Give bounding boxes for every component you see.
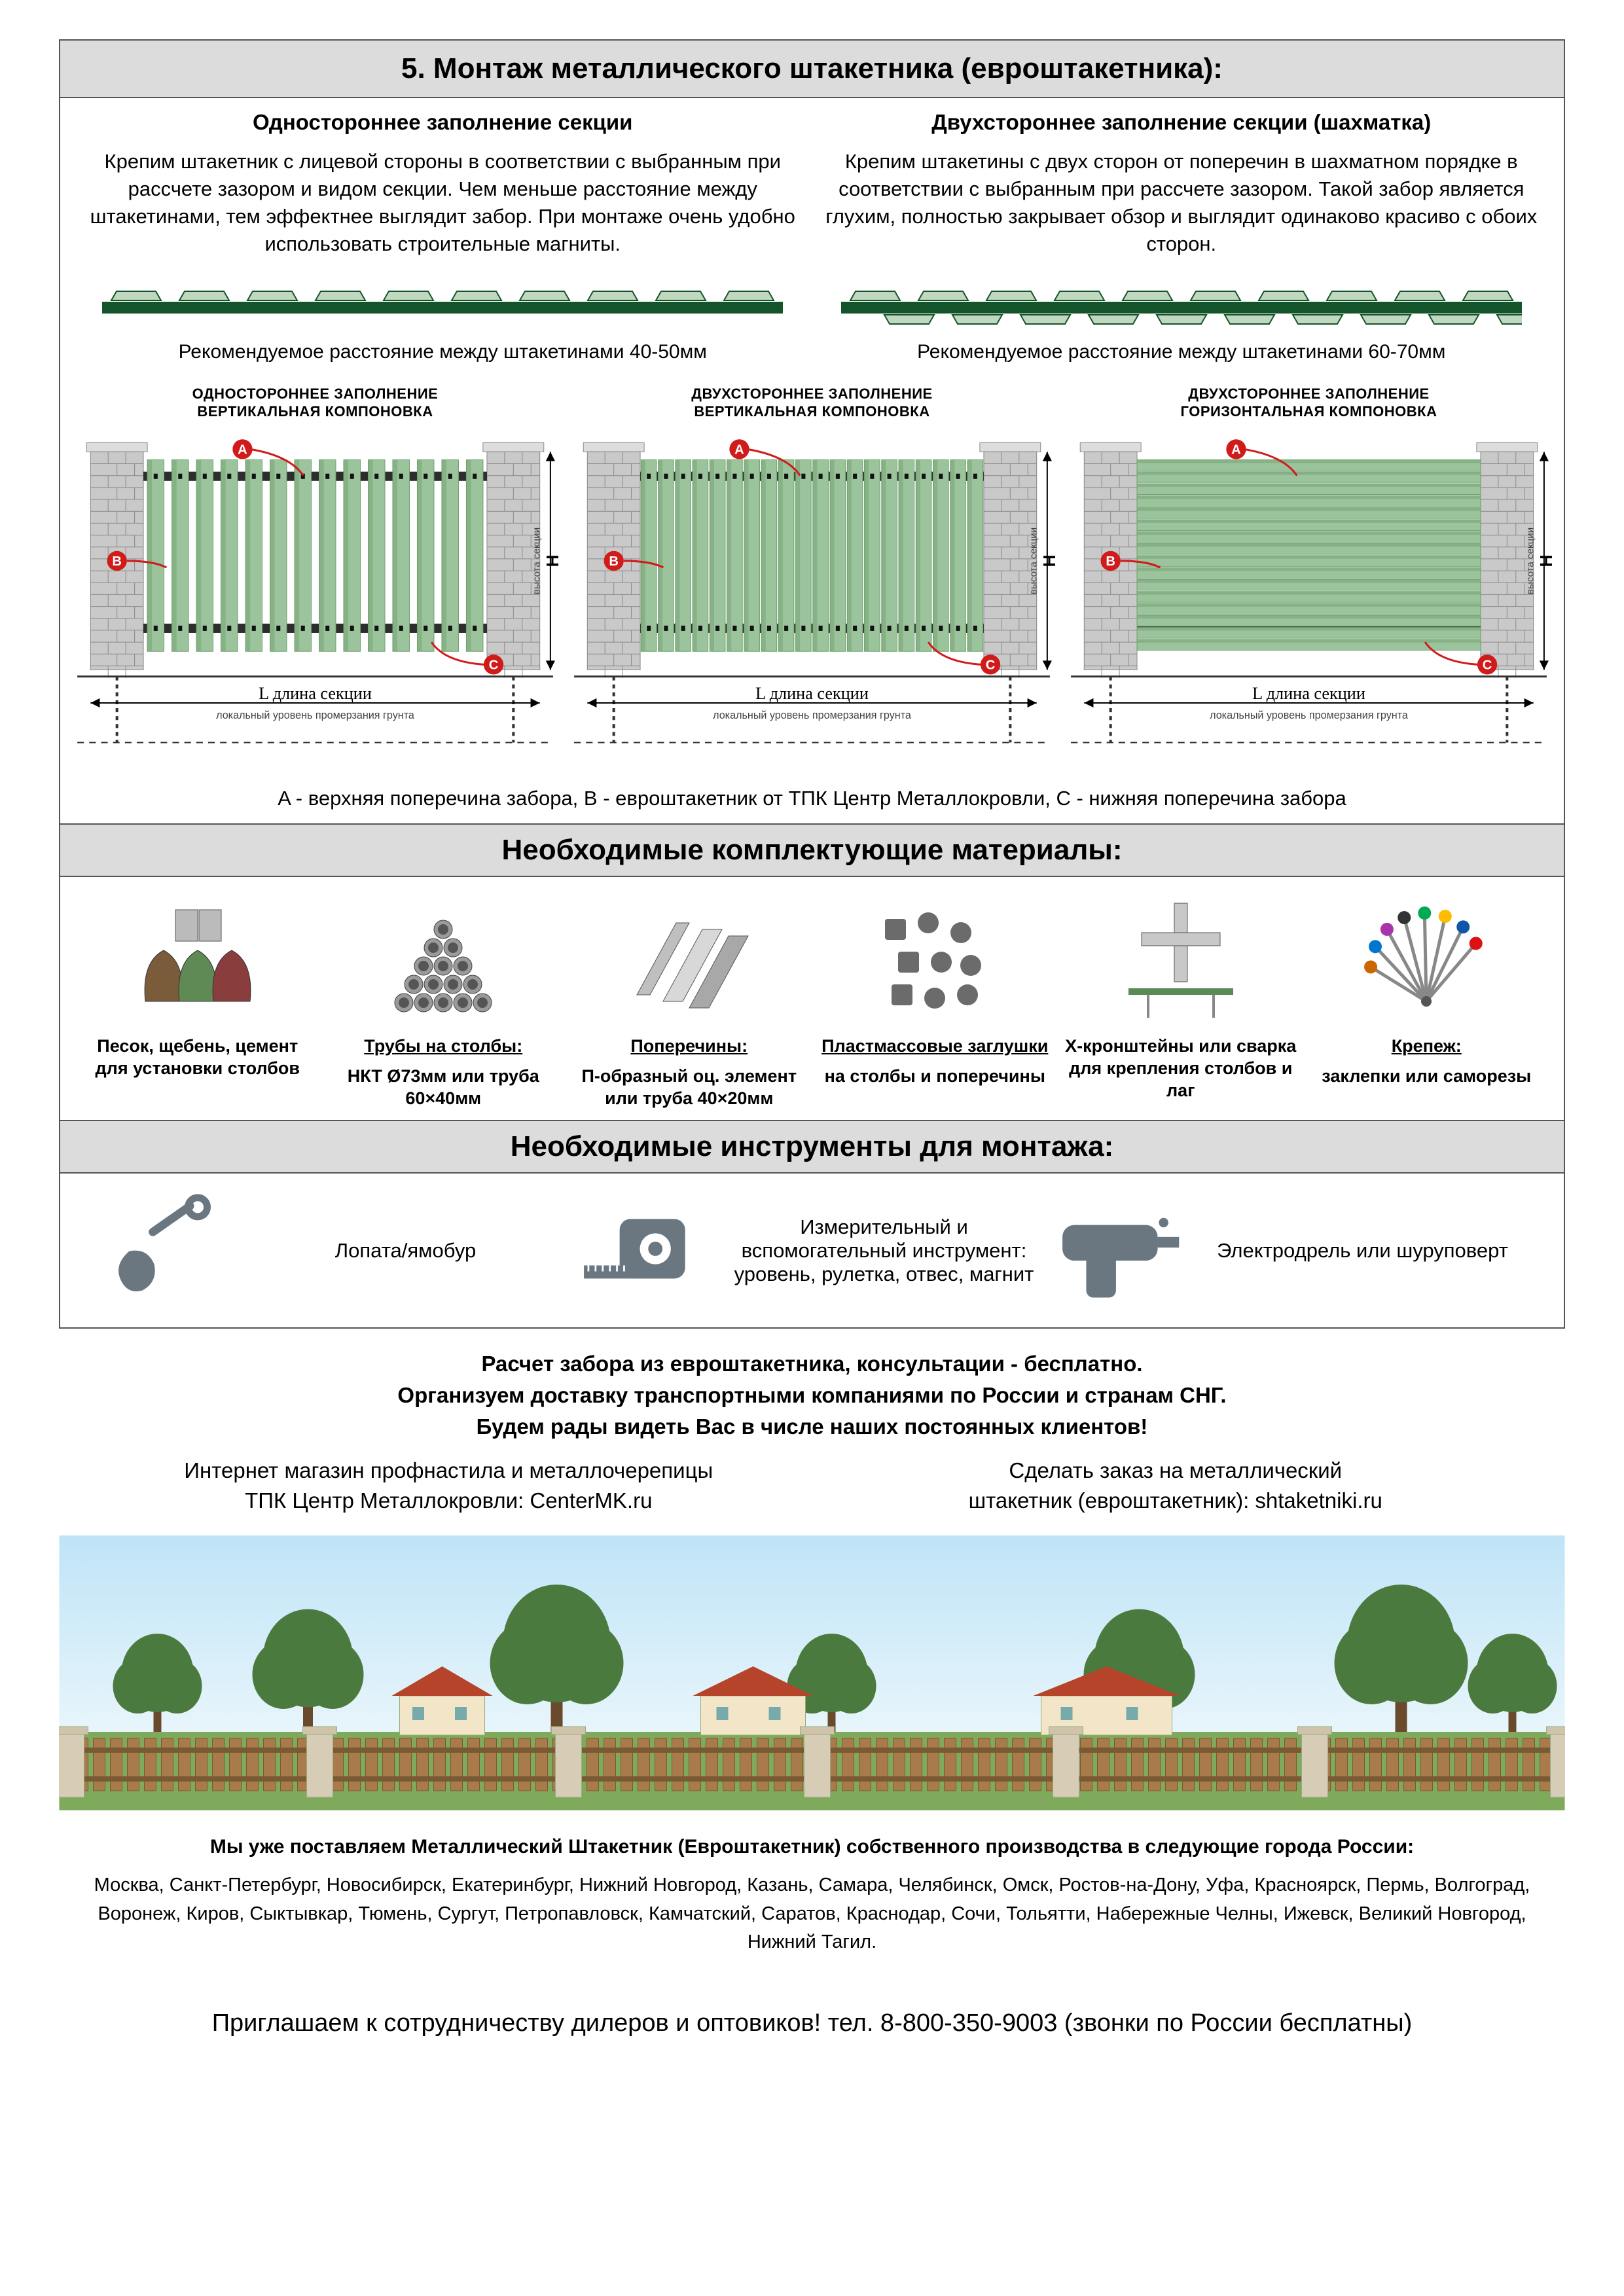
left-rec: Рекомендуемое расстояние между штакетина…: [80, 341, 806, 363]
right-title: Двухстороннее заполнение секции (шахматк…: [819, 110, 1545, 135]
fence-diagram: ОДНОСТОРОННЕЕ ЗАПОЛНЕНИЕВЕРТИКАЛЬНАЯ КОМ…: [71, 386, 560, 772]
materials-row: Песок, щебень, цемент для установки стол…: [60, 877, 1564, 1120]
svg-text:A: A: [734, 443, 744, 457]
tool-item: Лопата/ямобур: [99, 1193, 568, 1308]
tool-icon: [99, 1193, 230, 1308]
svg-text:L длина секции: L длина секции: [755, 684, 869, 703]
material-item: X-кронштейны или сварка для крепления ст…: [1063, 897, 1299, 1102]
tool-icon: [1056, 1193, 1187, 1308]
tool-icon: [578, 1193, 709, 1308]
svg-text:C: C: [1483, 658, 1492, 673]
svg-text:A: A: [238, 443, 247, 457]
svg-text:H: H: [543, 555, 560, 567]
tools-row: Лопата/ямобур Измерительный и вспомогател…: [60, 1174, 1564, 1327]
intro-columns: Одностороннее заполнение секции Крепим ш…: [60, 98, 1564, 370]
fence-diagram: ДВУХСТОРОННЕЕ ЗАПОЛНЕНИЕГОРИЗОНТАЛЬНАЯ К…: [1064, 386, 1553, 772]
link-right: Сделать заказ на металлический штакетник…: [825, 1456, 1526, 1516]
fence-svg: L длина секции локальный уровень промерза…: [568, 425, 1056, 769]
link-left: Интернет магазин профнастила и металлоче…: [98, 1456, 799, 1516]
material-icon: [326, 897, 562, 1028]
tool-label: Измерительный и вспомогательный инструме…: [722, 1215, 1046, 1286]
material-label: заклепки или саморезы: [1309, 1066, 1545, 1088]
material-item: Трубы на столбы: НКТ Ø73мм или труба 60×4…: [326, 897, 562, 1109]
svg-text:C: C: [986, 658, 996, 673]
fence-diagram-title: ДВУХСТОРОННЕЕ ЗАПОЛНЕНИЕГОРИЗОНТАЛЬНАЯ К…: [1064, 386, 1553, 420]
svg-text:локальный уровень промерзания: локальный уровень промерзания грунта: [216, 709, 414, 721]
tool-item: Электродрель или шуруповерт: [1056, 1193, 1525, 1308]
link-text: Сделать заказ на металлический: [825, 1456, 1526, 1486]
promo-line: Организуем доставку транспортными компан…: [85, 1380, 1539, 1411]
svg-text:высота секции: высота секции: [532, 528, 543, 594]
material-label: Пластмассовые заглушки: [818, 1035, 1053, 1058]
right-rec: Рекомендуемое расстояние между штакетина…: [819, 341, 1545, 363]
svg-text:высота секции: высота секции: [1525, 528, 1536, 594]
tools-header: Необходимые инструменты для монтажа:: [60, 1120, 1564, 1174]
tool-item: Измерительный и вспомогательный инструме…: [578, 1193, 1046, 1308]
material-label: П-образный оц. элемент или труба 40×20мм: [571, 1066, 807, 1110]
material-label: Песок, щебень, цемент для установки стол…: [80, 1035, 316, 1080]
material-item: Поперечины: П-образный оц. элемент или тр…: [571, 897, 807, 1109]
link-text: штакетник (евроштакетник): shtaketniki.r…: [825, 1486, 1526, 1516]
link-text: Интернет магазин профнастила и металлоче…: [98, 1456, 799, 1486]
left-title: Одностороннее заполнение секции: [80, 110, 806, 135]
landscape-banner: [59, 1535, 1565, 1810]
link-text: ТПК Центр Металлокровли: CenterMK.ru: [98, 1486, 799, 1516]
svg-text:H: H: [1536, 555, 1553, 567]
rail-diagram-double: [841, 277, 1522, 336]
material-icon: [1309, 897, 1545, 1028]
promo-line: Расчет забора из евроштакетника, консуль…: [85, 1348, 1539, 1380]
page-title: 5. Монтаж металлического штакетника (евр…: [60, 41, 1564, 98]
svg-text:C: C: [489, 658, 499, 673]
material-item: Крепеж: заклепки или саморезы: [1309, 897, 1545, 1088]
fence-diagram-title: ОДНОСТОРОННЕЕ ЗАПОЛНЕНИЕВЕРТИКАЛЬНАЯ КОМ…: [71, 386, 560, 420]
col-left: Одностороннее заполнение секции Крепим ш…: [80, 110, 806, 363]
material-icon: [80, 897, 316, 1028]
col-right: Двухстороннее заполнение секции (шахматк…: [819, 110, 1545, 363]
svg-text:L длина секции: L длина секции: [259, 684, 372, 703]
svg-text:B: B: [1106, 554, 1115, 569]
promo-line: Будем рады видеть Вас в числе наших пост…: [85, 1411, 1539, 1443]
svg-text:H: H: [1039, 555, 1056, 567]
svg-text:локальный уровень промерзания: локальный уровень промерзания грунта: [713, 709, 911, 721]
svg-text:локальный уровень промерзания: локальный уровень промерзания грунта: [1210, 709, 1408, 721]
cities-header: Мы уже поставляем Металлический Штакетни…: [59, 1829, 1565, 1871]
right-body: Крепим штакетины с двух сторон от попере…: [819, 148, 1545, 257]
svg-text:высота секции: высота секции: [1028, 528, 1039, 594]
material-label: X-кронштейны или сварка для крепления ст…: [1063, 1035, 1299, 1102]
rail-diagram-single: [102, 277, 783, 336]
material-item: Пластмассовые заглушки на столбы и попере…: [818, 897, 1053, 1088]
tool-label: Лопата/ямобур: [244, 1239, 568, 1263]
promo-block: Расчет забора из евроштакетника, консуль…: [59, 1329, 1565, 1456]
materials-header: Необходимые комплектующие материалы:: [60, 823, 1564, 877]
material-label: на столбы и поперечины: [818, 1066, 1053, 1088]
fence-legend: A - верхняя поперечина забора, B - еврош…: [60, 778, 1564, 823]
links-row: Интернет магазин профнастила и металлоче…: [59, 1456, 1565, 1535]
fence-diagram: ДВУХСТОРОННЕЕ ЗАПОЛНЕНИЕВЕРТИКАЛЬНАЯ КОМ…: [568, 386, 1056, 772]
svg-text:L длина секции: L длина секции: [1252, 684, 1365, 703]
svg-text:B: B: [112, 554, 122, 569]
left-body: Крепим штакетник с лицевой стороны в соо…: [80, 148, 806, 257]
tool-label: Электродрель или шуруповерт: [1200, 1239, 1525, 1263]
fence-svg: L длина секции локальный уровень промерза…: [71, 425, 560, 769]
material-icon: [818, 897, 1053, 1028]
fence-diagrams: ОДНОСТОРОННЕЕ ЗАПОЛНЕНИЕВЕРТИКАЛЬНАЯ КОМ…: [60, 370, 1564, 778]
footer-line: Приглашаем к сотрудничеству дилеров и оп…: [59, 1990, 1565, 2057]
material-label: Поперечины:: [571, 1035, 807, 1058]
svg-text:A: A: [1231, 443, 1241, 457]
fence-svg: L длина секции локальный уровень промерза…: [1064, 425, 1553, 769]
svg-text:B: B: [609, 554, 619, 569]
material-icon: [1063, 897, 1299, 1028]
material-icon: [571, 897, 807, 1028]
cities-list: Москва, Санкт-Петербург, Новосибирск, Ек…: [59, 1871, 1565, 1990]
main-block: 5. Монтаж металлического штакетника (евр…: [59, 39, 1565, 1329]
material-item: Песок, щебень, цемент для установки стол…: [80, 897, 316, 1080]
fence-diagram-title: ДВУХСТОРОННЕЕ ЗАПОЛНЕНИЕВЕРТИКАЛЬНАЯ КОМ…: [568, 386, 1056, 420]
material-label: Крепеж:: [1309, 1035, 1545, 1058]
material-label: Трубы на столбы:: [326, 1035, 562, 1058]
material-label: НКТ Ø73мм или труба 60×40мм: [326, 1066, 562, 1110]
